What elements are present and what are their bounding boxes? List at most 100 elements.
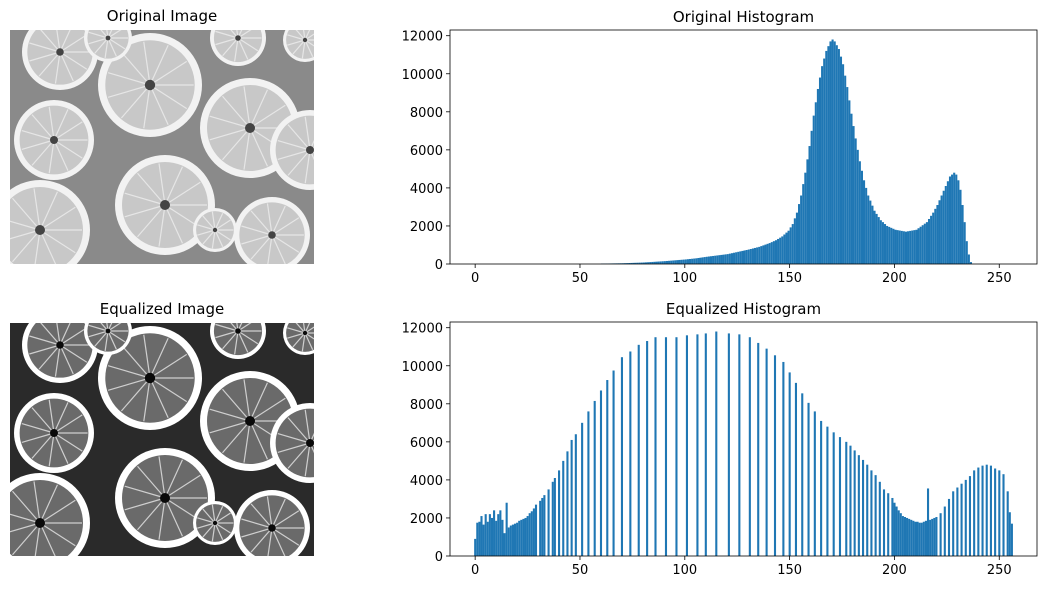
histogram-bar: [484, 514, 487, 556]
histogram-bar: [566, 451, 569, 556]
histogram-bar: [695, 258, 698, 264]
histogram-bar: [765, 348, 768, 556]
histogram-bar: [520, 519, 523, 556]
histogram-bar: [783, 234, 786, 264]
orange-slice-shape: [22, 323, 98, 383]
orange-slice-shape: [14, 100, 94, 180]
histogram-bar: [891, 497, 894, 556]
histogram-bar: [935, 517, 938, 556]
y-tick-label: 12000: [402, 322, 443, 337]
histogram-bar: [513, 523, 517, 556]
histogram-bar: [883, 224, 887, 264]
histogram-bar: [895, 506, 898, 556]
histogram-bar: [878, 481, 881, 556]
orange-slices-grayscale-picture: [10, 30, 314, 264]
histogram-bar: [829, 41, 832, 264]
histogram-bar: [678, 259, 681, 264]
histogram-bar: [1008, 512, 1011, 556]
x-tick-label: 0: [471, 271, 479, 286]
histogram-bar: [541, 497, 544, 556]
histogram-bar: [942, 190, 945, 264]
original-histogram-bars: [600, 39, 973, 265]
histogram-bar: [642, 262, 645, 264]
histogram-bar: [881, 222, 884, 264]
histogram-bar: [553, 478, 556, 556]
orange-slice-shape: [193, 501, 237, 545]
histogram-bar: [994, 468, 997, 556]
histogram-bar: [739, 251, 742, 264]
histogram-bar: [967, 254, 970, 264]
histogram-bar: [685, 335, 688, 556]
histogram-bar: [850, 113, 853, 265]
histogram-bar: [668, 260, 671, 264]
y-tick-label: 10000: [402, 68, 443, 83]
histogram-bar: [587, 411, 590, 556]
histogram-bar: [524, 517, 527, 556]
histogram-bar: [856, 149, 859, 264]
histogram-bar: [787, 230, 790, 264]
histogram-bar: [896, 230, 899, 264]
histogram-bar: [724, 254, 727, 264]
histogram-bar: [1010, 523, 1013, 556]
histogram-bar: [903, 517, 907, 556]
histogram-bar: [870, 470, 873, 556]
histogram-bar: [551, 481, 554, 556]
histogram-bar: [748, 337, 751, 556]
original-image: [10, 30, 314, 264]
histogram-bar: [634, 262, 637, 264]
histogram-bar: [758, 246, 761, 264]
histogram-bar: [804, 172, 807, 264]
y-tick-label: 10000: [402, 360, 443, 375]
histogram-bar: [570, 439, 573, 556]
histogram-bar: [762, 245, 765, 264]
y-tick-label: 6000: [410, 144, 443, 159]
histogram-bar: [965, 241, 968, 264]
histogram-bar: [696, 334, 699, 556]
histogram-bar: [839, 56, 843, 264]
original-histogram-axes: Original Histogram 0 50 100 150 200 250 0 2000 40…: [402, 8, 1038, 286]
histogram-bar: [998, 470, 1001, 556]
orange-slice-shape: [210, 323, 266, 359]
histogram-bar: [947, 498, 951, 556]
histogram-bar: [955, 174, 958, 264]
histogram-bar: [581, 422, 584, 556]
histogram-bar: [888, 226, 891, 264]
histogram-bar: [714, 255, 717, 264]
histogram-bar: [854, 138, 857, 264]
histogram-bar: [738, 334, 741, 556]
equalized-histogram-bars: [474, 331, 1013, 556]
histogram-bar: [741, 250, 744, 264]
histogram-bar: [647, 262, 650, 264]
histogram-bar: [737, 251, 740, 264]
y-tick-label: 0: [435, 258, 443, 273]
y-tick-label: 2000: [410, 220, 443, 235]
histogram-bar: [654, 337, 657, 556]
histogram-bar: [860, 170, 863, 264]
histogram-bar: [501, 519, 504, 556]
histogram-bar: [663, 261, 666, 264]
histogram-bar: [957, 180, 960, 264]
x-tick-label: 0: [471, 563, 479, 578]
histogram-bar: [873, 210, 876, 264]
orange-slice-shape: [84, 323, 132, 355]
histogram-bar: [812, 115, 815, 264]
histogram-bar: [511, 524, 514, 556]
histogram-bar: [875, 213, 878, 264]
histogram-bar: [636, 262, 639, 264]
orange-slice-shape: [84, 30, 132, 62]
histogram-bar: [800, 195, 803, 264]
histogram-bar: [781, 236, 784, 264]
orange-slice-shape: [115, 448, 215, 548]
histogram-bar: [1002, 474, 1005, 556]
histogram-bar: [857, 455, 860, 556]
histogram-bar: [722, 254, 725, 264]
histogram-bar: [908, 518, 911, 556]
histogram-bar: [835, 45, 838, 264]
histogram-bar: [629, 351, 632, 556]
histogram-bar: [680, 259, 683, 264]
histogram-bar: [951, 174, 954, 264]
histogram-bar: [920, 522, 923, 556]
x-tick-label: 100: [672, 563, 697, 578]
histogram-bar: [823, 58, 826, 264]
histogram-bar: [488, 514, 491, 556]
